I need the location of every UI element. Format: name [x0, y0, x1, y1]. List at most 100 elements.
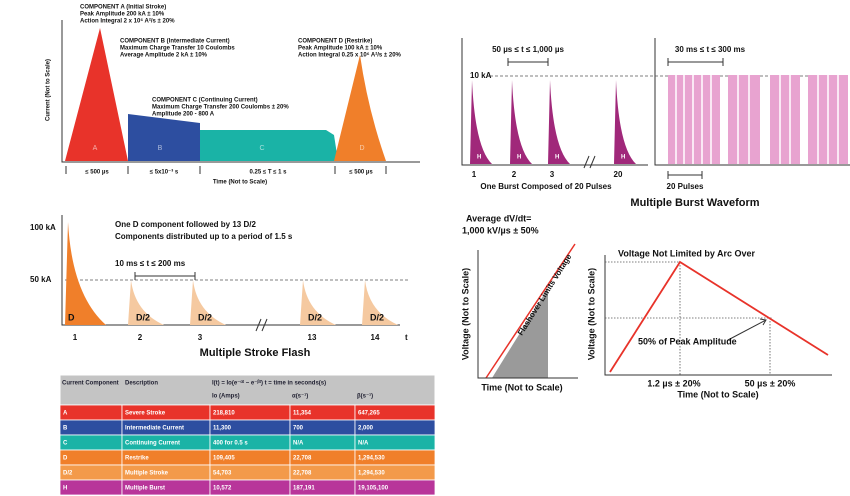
cell-text: 1,294,530 — [358, 456, 385, 462]
pulse-label: H — [477, 155, 481, 161]
cell — [59, 479, 123, 496]
cell-text: N/A — [358, 441, 369, 447]
cell-text: 22,708 — [293, 471, 312, 477]
header: Current Component — [62, 381, 119, 387]
title: Voltage Not Limited by Arc Over — [618, 248, 756, 258]
cell-text: D/2 — [63, 471, 73, 477]
cell-text: 700 — [293, 426, 304, 432]
cell-text: 187,191 — [293, 486, 315, 492]
axis-label: Time (Not to Scale) — [677, 389, 758, 399]
time-label: 1.2 µs ± 20% — [647, 378, 700, 388]
axis-label: Time (Not to Scale) — [481, 382, 562, 392]
duration-ticks — [65, 166, 387, 174]
segment-label: D — [359, 145, 364, 152]
cell-text: 19,105,100 — [358, 486, 389, 492]
segment-label: C — [259, 145, 264, 152]
axis — [61, 20, 420, 163]
label: 30 ms ≤ t ≤ 300 ms — [675, 45, 746, 54]
cell-text: Multiple Stroke — [125, 471, 169, 477]
annotation: Average dV/dt= — [466, 213, 531, 223]
pulses-arrow — [667, 171, 703, 179]
component-d — [334, 55, 386, 161]
stroke-label: D — [68, 312, 75, 322]
stroke-number: 3 — [198, 333, 203, 342]
cell-text: B — [63, 426, 68, 432]
segment-label: B — [158, 145, 163, 152]
cell-text: 647,265 — [358, 411, 380, 417]
caption: One Burst Composed of 20 Pulses — [480, 182, 612, 191]
pulse-number: 20 — [614, 170, 623, 179]
stroke-label: D/2 — [136, 312, 150, 322]
subheader: α(s⁻¹) — [292, 393, 308, 400]
header-bg — [59, 374, 436, 406]
duration: ≤ 5x10⁻³ s — [150, 169, 179, 176]
segment-label: A — [93, 145, 98, 152]
annotation: 1,000 kV/µs ± 50% — [462, 225, 539, 235]
level-label: 50% of Peak Amplitude — [638, 336, 737, 346]
stroke-label: D/2 — [308, 312, 322, 322]
axis — [61, 215, 400, 326]
voltage-rise — [485, 243, 576, 379]
stroke-label: D/2 — [370, 312, 384, 322]
burst — [770, 75, 800, 164]
stroke-number: 1 — [73, 333, 78, 342]
cell-text: 11,354 — [293, 411, 312, 417]
component-waveform — [61, 20, 420, 174]
axis — [604, 255, 832, 376]
guide-lines — [605, 261, 772, 375]
flashover-area — [492, 288, 548, 378]
burst-waveform — [461, 38, 850, 179]
level-label: 10 kA — [470, 71, 492, 80]
axis — [477, 250, 578, 379]
pulse — [510, 80, 532, 164]
interval-arrow — [134, 272, 196, 280]
pulse — [548, 80, 570, 164]
cell-text: N/A — [293, 441, 304, 447]
cell — [59, 449, 123, 466]
annotation: Peak Amplitude 200 kA ± 10% — [80, 12, 165, 18]
stroke-d2 — [362, 280, 398, 325]
cell-text: A — [63, 411, 68, 417]
voltage-limited — [477, 243, 578, 379]
cell — [59, 404, 123, 421]
stroke-label: D/2 — [198, 312, 212, 322]
label: 50 µs ≤ t ≤ 1,000 µs — [492, 45, 564, 54]
stroke-flash — [61, 215, 410, 332]
annotation: COMPONENT C (Continuing Current) — [152, 98, 258, 104]
burst-stripes — [675, 75, 839, 164]
cell-text: Restrike — [125, 456, 149, 462]
annotation: COMPONENT A (Initial Stroke) — [80, 5, 166, 11]
description: Components distributed up to a period of… — [115, 232, 293, 241]
pulse-label: H — [517, 155, 521, 161]
annotation: Peak Amplitude 100 kA ± 10% — [298, 46, 383, 52]
title: Multiple Stroke Flash — [200, 347, 311, 359]
voltage-curve — [609, 260, 829, 373]
stroke-d2 — [300, 280, 336, 325]
level-arrow — [727, 318, 767, 341]
stroke-d2 — [128, 280, 164, 325]
duration: ≤ 500 µs — [349, 170, 373, 176]
cell — [59, 419, 123, 436]
pulse-number: 1 — [472, 170, 477, 179]
axis-break — [583, 155, 596, 169]
label: 20 Pulses — [667, 182, 704, 191]
cell-text: H — [63, 486, 67, 492]
cell-text: 1,294,530 — [358, 471, 385, 477]
parameter-table: Current Component Description I(t) = Io(e⁻… — [59, 374, 436, 496]
component-a — [65, 28, 128, 161]
annotation: COMPONENT B (Intermediate Current) — [120, 39, 230, 45]
pulse — [614, 80, 636, 164]
cell-text: 11,300 — [213, 426, 232, 432]
cell-text: Intermediate Current — [125, 426, 184, 432]
pulse-number: 2 — [512, 170, 517, 179]
label: 10 ms ≤ t ≤ 200 ms — [115, 259, 186, 268]
axis-label: Current (Not to Scale) — [46, 59, 52, 121]
annotation: Maximum Charge Transfer 10 Coulombs — [120, 46, 235, 52]
axis-label: t — [405, 333, 408, 342]
stroke-number: 13 — [308, 333, 317, 342]
axis — [461, 38, 850, 166]
cell-text: C — [63, 441, 68, 447]
stroke-d2 — [190, 280, 226, 325]
axis-label: Voltage (Not to Scale) — [586, 268, 596, 360]
